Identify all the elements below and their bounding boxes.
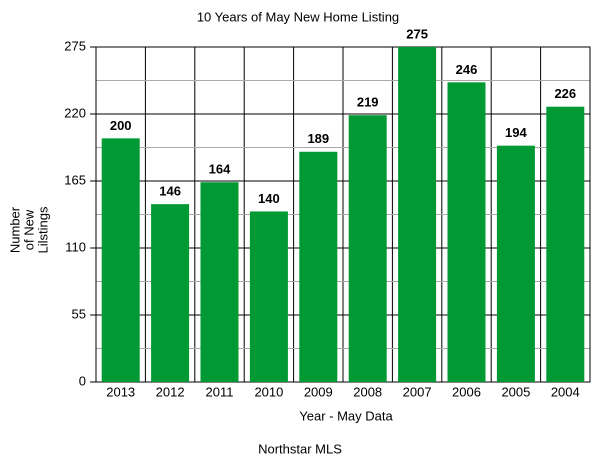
- value-label: 275: [406, 26, 428, 41]
- value-label: 226: [554, 86, 576, 101]
- chart-title: 10 Years of May New Home Listing: [197, 9, 399, 24]
- x-axis-title: Year - May Data: [299, 408, 393, 423]
- y-tick-label: 220: [64, 105, 86, 120]
- y-tick-label: 165: [64, 172, 86, 187]
- bar: [101, 138, 140, 382]
- bar: [151, 204, 190, 382]
- value-label: 146: [159, 184, 181, 199]
- x-tick-label: 2008: [353, 384, 382, 399]
- y-tick-label: 55: [72, 306, 86, 321]
- x-tick-label: 2004: [551, 384, 580, 399]
- value-label: 164: [209, 162, 231, 177]
- value-label: 200: [110, 118, 132, 133]
- bar: [200, 182, 239, 382]
- x-tick-label: 2006: [452, 384, 481, 399]
- bar: [496, 145, 535, 382]
- value-label: 140: [258, 191, 280, 206]
- y-axis-title-line: Lilstings: [35, 206, 50, 253]
- value-label: 189: [307, 131, 329, 146]
- x-tick-label: 2009: [304, 384, 333, 399]
- y-tick-label: 0: [79, 373, 86, 388]
- plot-border: [95, 46, 591, 383]
- bar: [447, 82, 486, 382]
- y-tick-label: 275: [64, 38, 86, 53]
- y-tick-label: 110: [65, 239, 86, 254]
- value-label: 246: [456, 62, 478, 77]
- x-tick-label: 2011: [206, 384, 234, 399]
- x-tick-label: 2013: [106, 384, 135, 399]
- x-tick-label: 2010: [254, 384, 283, 399]
- x-tick-label: 2007: [403, 384, 432, 399]
- bar: [249, 211, 288, 382]
- bar: [348, 115, 387, 382]
- x-tick-label: 2012: [156, 384, 185, 399]
- y-axis-title: Number of New Lilstings: [7, 206, 50, 253]
- value-label: 219: [357, 95, 379, 110]
- value-label: 194: [505, 125, 527, 140]
- bar: [546, 106, 585, 382]
- y-axis-title-line: Number: [7, 206, 22, 253]
- y-axis-title-line: of New: [21, 209, 36, 250]
- x-tick-label: 2005: [501, 384, 530, 399]
- bar: [299, 151, 338, 382]
- bar: [398, 47, 437, 382]
- source: Northstar MLS: [258, 441, 342, 456]
